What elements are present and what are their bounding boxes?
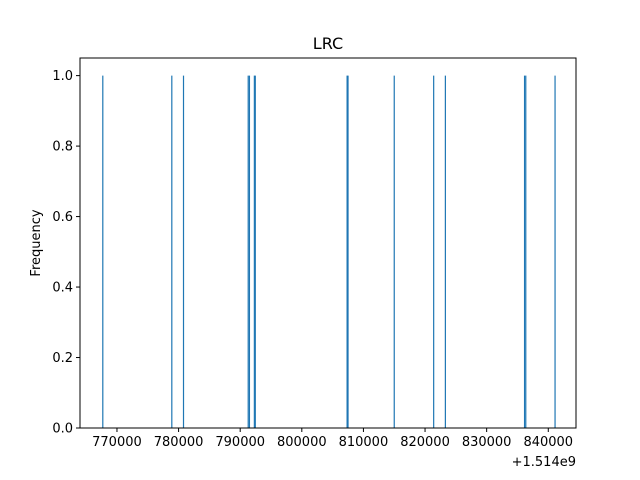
- y-tick-label: 0.2: [52, 351, 73, 366]
- histogram-bar: [102, 75, 104, 429]
- x-tick-label: 770000: [92, 435, 142, 450]
- histogram-bar: [347, 75, 349, 429]
- y-tick-label: 0.6: [52, 210, 73, 225]
- x-axis-offset-label: +1.514e9: [512, 455, 576, 470]
- y-tick-label: 0.4: [52, 281, 73, 296]
- histogram-bar: [433, 75, 435, 429]
- x-tick-label: 810000: [339, 435, 389, 450]
- x-tick-label: 840000: [523, 435, 573, 450]
- y-tick-label: 1.0: [52, 69, 73, 84]
- histogram-bar: [253, 75, 255, 429]
- histogram-bar: [525, 75, 527, 429]
- x-tick-label: 790000: [215, 435, 265, 450]
- histogram-bar: [523, 75, 526, 429]
- histogram-bar: [346, 75, 348, 429]
- histogram-bar: [554, 75, 556, 429]
- histogram-bar: [444, 75, 446, 429]
- y-tick-label: 0.8: [52, 140, 73, 155]
- histogram-bar: [171, 75, 173, 429]
- histogram-bar: [247, 75, 249, 429]
- y-axis-label: Frequency: [29, 209, 44, 276]
- bars-group: [102, 75, 556, 429]
- histogram-bar: [182, 75, 185, 429]
- histogram-bar: [254, 75, 256, 429]
- x-axis: 770000 780000 790000 800000 810000 820000 8300…: [92, 428, 573, 450]
- plot-frame: [79, 57, 577, 429]
- x-tick-label: 780000: [154, 435, 204, 450]
- histogram-bar: [248, 75, 251, 429]
- x-tick-label: 820000: [400, 435, 450, 450]
- x-tick-label: 800000: [277, 435, 327, 450]
- y-tick-label: 0.0: [52, 422, 73, 437]
- chart-title: LRC: [313, 34, 343, 53]
- y-axis: 0.0 0.2 0.4 0.6 0.8 1.0: [52, 69, 80, 437]
- x-tick-label: 830000: [462, 435, 512, 450]
- histogram-bar: [393, 75, 395, 429]
